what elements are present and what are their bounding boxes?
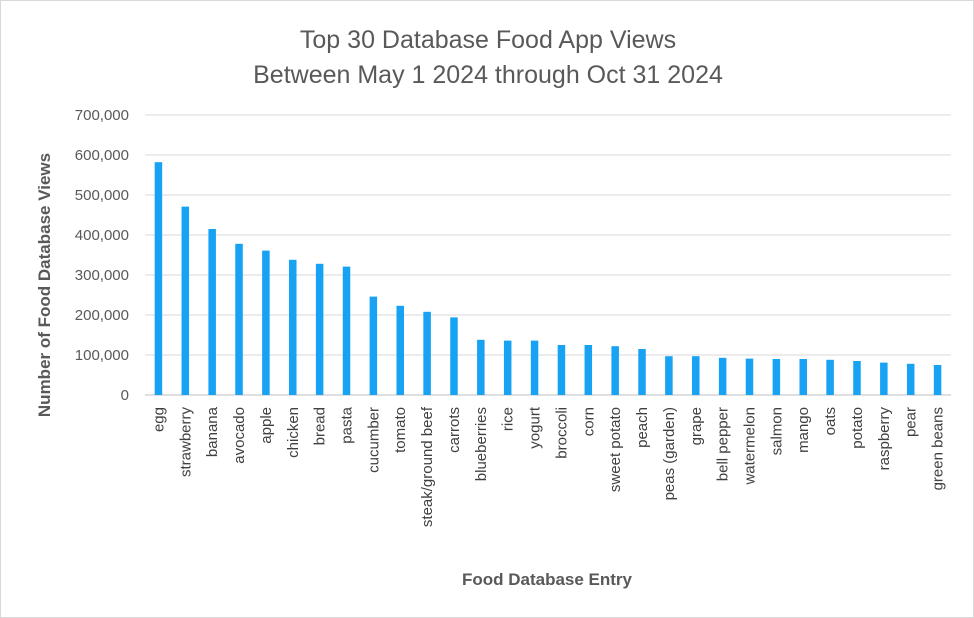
gridlines bbox=[145, 114, 951, 396]
x-tick-label: peach bbox=[634, 407, 651, 448]
bar-chicken bbox=[289, 259, 297, 395]
bar-mango bbox=[799, 359, 807, 395]
bar-apple bbox=[262, 250, 270, 395]
bar-bread bbox=[315, 263, 324, 395]
x-tick-label: potato bbox=[849, 407, 866, 449]
x-tick-label: sweet potato bbox=[607, 407, 624, 492]
bar-pear bbox=[906, 363, 915, 395]
y-tick-label: 400,000 bbox=[75, 227, 129, 244]
x-tick-labels: egg strawberry banana avocado apple chicken br… bbox=[150, 406, 946, 527]
x-tick-label: egg bbox=[150, 407, 167, 432]
bar-raspberry bbox=[880, 362, 888, 395]
bar-strawberry bbox=[181, 206, 190, 395]
x-tick-label: cucumber bbox=[365, 407, 382, 473]
x-tick-label: broccoli bbox=[553, 407, 570, 459]
x-tick-label: oats bbox=[822, 407, 839, 435]
x-tick-label: tomato bbox=[392, 407, 409, 453]
x-tick-label: blueberries bbox=[473, 407, 490, 481]
x-axis-title: Food Database Entry bbox=[462, 570, 633, 589]
x-tick-label: raspberry bbox=[876, 407, 893, 471]
x-tick-label: yogurt bbox=[527, 406, 544, 449]
x-tick-label: corn bbox=[580, 407, 597, 436]
y-tick-label: 700,000 bbox=[75, 107, 129, 124]
bar-green-beans bbox=[933, 365, 942, 395]
bars bbox=[154, 162, 942, 395]
bar-carrots bbox=[450, 317, 458, 395]
bar-steak-ground-beef bbox=[423, 311, 431, 395]
bar-watermelon bbox=[745, 358, 754, 395]
bar-rice bbox=[503, 340, 512, 395]
bar-potato bbox=[853, 361, 861, 395]
bar-corn bbox=[584, 345, 593, 395]
x-tick-label: mango bbox=[795, 407, 812, 453]
bar-bell-pepper bbox=[718, 357, 727, 395]
x-tick-label: chicken bbox=[285, 407, 302, 458]
bar-egg bbox=[154, 162, 163, 395]
bar-sweet-potato bbox=[611, 346, 619, 395]
x-tick-label: banana bbox=[204, 406, 221, 457]
bar-avocado bbox=[235, 243, 243, 395]
bar-banana bbox=[208, 229, 216, 395]
x-tick-label: strawberry bbox=[177, 407, 194, 478]
bar-blueberries bbox=[477, 339, 485, 395]
y-tick-label: 500,000 bbox=[75, 187, 129, 204]
x-tick-label: rice bbox=[500, 407, 517, 431]
x-tick-label: watermelon bbox=[742, 407, 759, 486]
bar-tomato bbox=[396, 305, 404, 395]
y-tick-label: 100,000 bbox=[75, 347, 129, 364]
bar-yogurt bbox=[530, 340, 539, 395]
x-tick-label: salmon bbox=[768, 407, 785, 455]
bar-broccoli bbox=[557, 345, 566, 395]
bar-oats bbox=[826, 359, 834, 395]
x-tick-label: green beans bbox=[930, 407, 947, 490]
x-tick-label: pasta bbox=[339, 406, 356, 443]
x-tick-label: bell pepper bbox=[715, 407, 732, 481]
bar-grape bbox=[692, 356, 700, 395]
x-tick-label: avocado bbox=[231, 407, 248, 464]
x-tick-label: pear bbox=[903, 407, 920, 437]
y-tick-labels: 0 100,000 200,000 300,000 400,000 500,000 600,… bbox=[75, 107, 129, 404]
x-tick-label: peas (garden) bbox=[661, 407, 678, 500]
bar-cucumber bbox=[369, 296, 378, 395]
bar-salmon bbox=[772, 359, 781, 395]
bar-peach bbox=[638, 349, 646, 395]
y-tick-label: 200,000 bbox=[75, 307, 129, 324]
x-tick-label: steak/ground beef bbox=[419, 406, 436, 527]
y-tick-label: 0 bbox=[121, 387, 129, 404]
y-axis-title: Number of Food Database Views bbox=[35, 153, 54, 417]
chart-subtitle: Between May 1 2024 through Oct 31 2024 bbox=[253, 61, 723, 89]
x-tick-label: apple bbox=[258, 407, 275, 444]
y-tick-label: 600,000 bbox=[75, 147, 129, 164]
x-tick-label: carrots bbox=[446, 407, 463, 453]
x-tick-label: grape bbox=[688, 407, 705, 445]
y-tick-label: 300,000 bbox=[75, 267, 129, 284]
bar-pasta bbox=[342, 266, 351, 395]
chart-title: Top 30 Database Food App Views bbox=[300, 26, 676, 54]
bar-peas-garden- bbox=[665, 356, 673, 395]
x-tick-label: bread bbox=[312, 407, 329, 445]
